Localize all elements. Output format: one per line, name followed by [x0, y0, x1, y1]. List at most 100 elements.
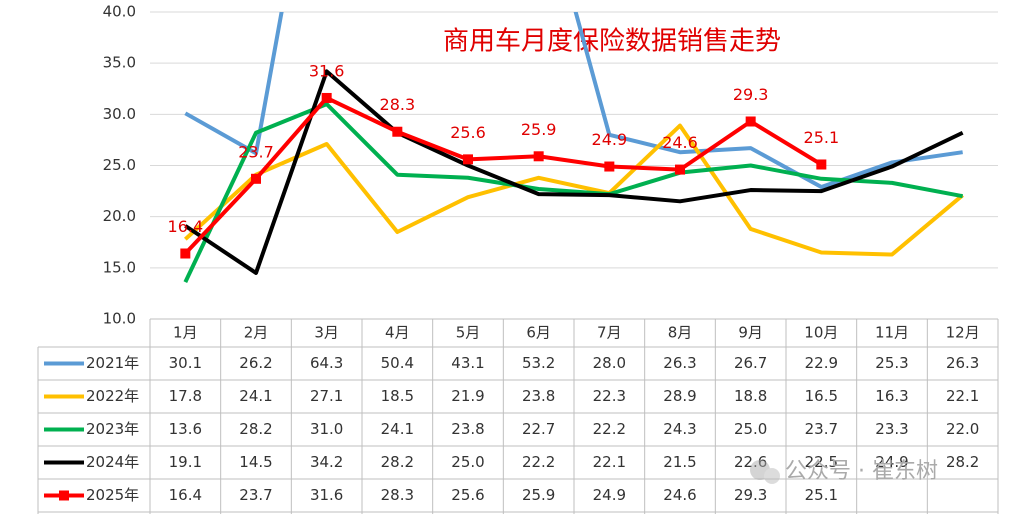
point-marker: [675, 164, 685, 175]
table-cell: 25.6: [451, 486, 484, 504]
table-cell: 14.5: [239, 453, 272, 471]
table-cell: 53.2: [522, 354, 555, 372]
series-line: [183, 123, 964, 257]
table-cell: 31.6: [310, 486, 343, 504]
series-line: [184, 69, 964, 275]
point-marker: [816, 159, 827, 170]
table-cell: 18.5: [381, 387, 414, 405]
y-tick-label: 10.0: [103, 310, 136, 328]
table-cell: 23.7: [805, 420, 838, 438]
x-tick-label: 8月: [668, 324, 693, 342]
data-table: 1月 2月 3月 4月 5月 6月 7月 8月 9月 10月 11月 12月 2021年 30.1 26.2…: [37, 318, 999, 514]
table-cell: 25.3: [875, 354, 908, 372]
table-cell: 16.3: [875, 387, 908, 405]
x-tick-label: 9月: [738, 324, 763, 342]
table-cell: 24.3: [663, 420, 696, 438]
table-cell: 22.1: [593, 453, 626, 471]
table-cell: 30.1: [169, 354, 202, 372]
table-cell: 28.0: [593, 354, 626, 372]
data-label: 28.3: [380, 95, 416, 114]
data-label: 25.1: [804, 128, 840, 147]
chart-title: 商用车月度保险数据销售走势: [443, 27, 781, 57]
table-cell: 13.6: [169, 420, 202, 438]
table-cell: 24.9: [593, 486, 626, 504]
table-cell: 28.2: [381, 453, 414, 471]
table-cell: 22.2: [522, 453, 555, 471]
table-cell: 43.1: [451, 354, 484, 372]
legend-label: 2022年: [86, 387, 139, 405]
data-label: 23.7: [238, 142, 274, 161]
table-cell: 22.9: [805, 354, 838, 372]
table-cell: 24.6: [663, 486, 696, 504]
x-tick-label: 1月: [173, 324, 198, 342]
table-cell: 27.1: [310, 387, 343, 405]
table-cell: 22.2: [593, 420, 626, 438]
point-marker: [533, 151, 544, 162]
legend-label: 2021年: [86, 354, 139, 372]
table-cell: 25.0: [734, 420, 767, 438]
table-cell: 26.3: [946, 354, 979, 372]
data-label: 25.6: [450, 123, 486, 142]
table-cell: 23.8: [522, 387, 555, 405]
y-tick-label: 20.0: [103, 207, 136, 225]
table-cell: 16.4: [169, 486, 202, 504]
watermark: 公众号 · 崔东树: [785, 459, 938, 484]
table-cell: 19.1: [169, 453, 202, 471]
table-cell: 17.8: [169, 387, 202, 405]
table-cell: 24.1: [381, 420, 414, 438]
table-cell: 22.0: [946, 420, 979, 438]
data-label: 24.9: [592, 130, 628, 149]
table-cell: 28.9: [663, 387, 696, 405]
series-line: [184, 12, 963, 189]
table-cell: 50.4: [381, 354, 414, 372]
table-cell: 22.7: [522, 420, 555, 438]
point-marker: [321, 92, 332, 103]
x-tick-label: 10月: [804, 324, 838, 342]
y-tick-label: 40.0: [103, 3, 136, 21]
table-cell: 22.3: [593, 387, 626, 405]
y-tick-label: 25.0: [103, 156, 136, 174]
legend-label: 2023年: [86, 420, 139, 438]
data-label: 29.3: [733, 85, 769, 104]
y-tick-label: 15.0: [103, 258, 136, 276]
table-cell: 28.2: [239, 420, 272, 438]
table-cell: 31.0: [310, 420, 343, 438]
point-marker: [604, 161, 615, 172]
y-tick-label: 30.0: [103, 105, 136, 123]
y-tick-label: 35.0: [103, 54, 136, 72]
data-label: 16.4: [168, 217, 204, 236]
x-tick-label: 5月: [456, 324, 481, 342]
x-tick-label: 12月: [946, 324, 980, 342]
table-cell: 23.3: [875, 420, 908, 438]
table-cell: 64.3: [310, 354, 343, 372]
table-cell: 28.3: [381, 486, 414, 504]
point-marker: [251, 173, 261, 184]
table-cell: 26.3: [663, 354, 696, 372]
x-tick-label: 11月: [875, 324, 909, 342]
x-tick-label: 4月: [385, 324, 410, 342]
x-tick-label: 7月: [597, 324, 622, 342]
legend-marker: [59, 490, 69, 501]
table-cell: 34.2: [310, 453, 343, 471]
table-cell: 26.2: [239, 354, 272, 372]
table-cell: 21.5: [663, 453, 696, 471]
table-cell: 24.9: [875, 453, 908, 471]
point-marker: [392, 126, 403, 137]
table-cell: 24.1: [239, 387, 272, 405]
table-cell: 23.7: [239, 486, 272, 504]
table-cell: 18.8: [734, 387, 767, 405]
table-cell: 26.7: [734, 354, 767, 372]
watermark-icon: [750, 460, 780, 484]
table-cell: 29.3: [734, 486, 767, 504]
table-cell: 28.2: [946, 453, 979, 471]
table-cell: 16.5: [805, 387, 838, 405]
legend-label: 2024年: [86, 453, 139, 471]
x-tick-label: 2月: [244, 324, 269, 342]
x-tick-label: 3月: [314, 324, 339, 342]
data-label: 25.9: [521, 120, 557, 139]
point-marker: [745, 116, 756, 127]
point-marker: [180, 248, 191, 259]
table-cell: 22.1: [946, 387, 979, 405]
table-cell: 25.9: [522, 486, 555, 504]
